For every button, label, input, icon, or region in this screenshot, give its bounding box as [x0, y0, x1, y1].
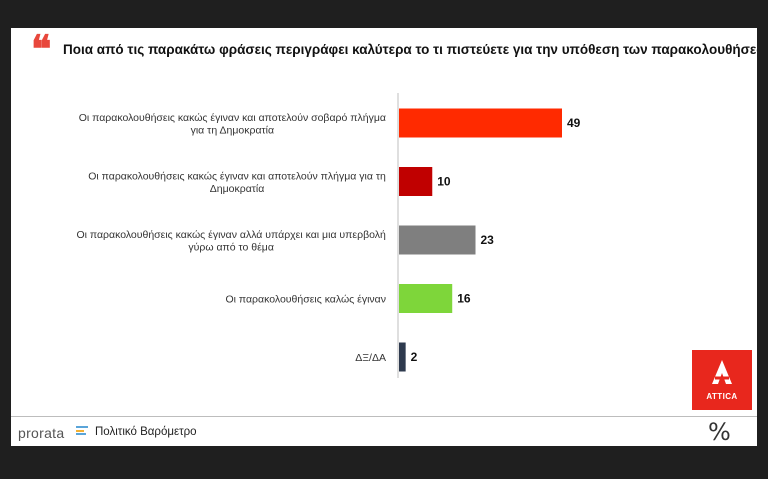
quote-icon: ❝	[31, 28, 52, 71]
bar-chart: 49 Οι παρακολουθήσεις κακώς έγιναν και απ…	[76, 93, 581, 378]
bar-5	[399, 342, 406, 372]
attica-logo: ATTICA	[692, 350, 752, 410]
slide: ❝ Ποια από τις παρακάτω φράσεις περιγράφ…	[11, 28, 757, 446]
attica-a-icon	[712, 360, 732, 384]
footer-subtitle: Πολιτικό Βαρόμετρο	[95, 426, 197, 438]
bar-3	[399, 225, 476, 255]
category-label-5: ΔΞ/ΔΑ	[355, 352, 386, 364]
category-label-1: Οι παρακολουθήσεις κακώς έγιναν και αποτ…	[79, 112, 386, 137]
bar-1	[399, 108, 562, 138]
value-label-2: 10	[437, 175, 451, 189]
bar-2	[399, 167, 433, 196]
value-label-3: 23	[481, 233, 495, 247]
percent-icon: %	[708, 418, 731, 446]
value-label-4: 16	[457, 292, 471, 306]
footer-divider	[11, 416, 757, 417]
value-label-1: 49	[567, 116, 581, 130]
value-label-5: 2	[411, 350, 418, 364]
prorata-logo: prorata	[18, 425, 65, 441]
category-label-4: Οι παρακολουθήσεις καλώς έγιναν	[225, 294, 386, 306]
attica-text: ATTICA	[706, 392, 738, 401]
category-label-2: Οι παρακολουθήσεις κακώς έγιναν και αποτ…	[88, 170, 386, 195]
prorata-bars-icon	[76, 426, 90, 439]
category-label-3: Οι παρακολουθήσεις κακώς έγιναν αλλά υπά…	[76, 229, 386, 254]
bar-4	[399, 284, 453, 313]
chart-title: Ποια από τις παρακάτω φράσεις περιγράφει…	[63, 42, 757, 57]
